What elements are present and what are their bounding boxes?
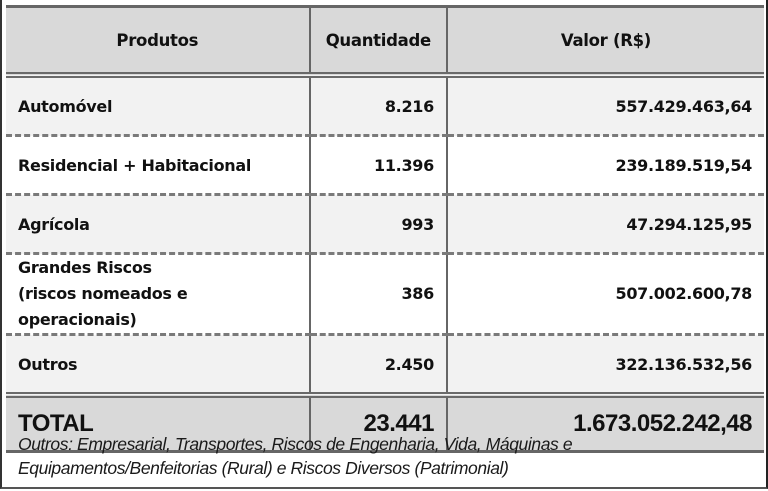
product-cell: Agrícola [6, 194, 310, 255]
table-row-residencial: Residencial + Habitacional 11.396 239.18… [6, 135, 764, 196]
quantity-cell: 2.450 [308, 334, 447, 398]
table-total-row: TOTAL 23.441 1.673.052.242,48 [6, 395, 764, 453]
quantity-cell: 11.396 [308, 135, 447, 196]
value-cell: 507.002.600,78 [445, 253, 764, 336]
product-cell: Grandes Riscos (riscos nomeados e operac… [6, 253, 310, 336]
value-cell: 557.429.463,64 [445, 75, 764, 137]
footnote: Outros: Empresarial, Transportes, Riscos… [18, 432, 758, 480]
value-cell: 47.294.125,95 [445, 194, 764, 255]
product-subtitle: (riscos nomeados e operacionais) [18, 284, 188, 329]
product-cell: Outros [6, 334, 310, 398]
table-row-grandes-riscos: Grandes Riscos (riscos nomeados e operac… [6, 253, 764, 336]
total-quantity: 23.441 [308, 395, 447, 453]
table-row-outros: Outros 2.450 322.136.532,56 [6, 334, 764, 398]
footnote-line-1: Outros: Empresarial, Transportes, Riscos… [18, 434, 573, 454]
header-products: Produtos [6, 5, 310, 78]
table-row-agricola: Agrícola 993 47.294.125,95 [6, 194, 764, 255]
product-name: Grandes Riscos [18, 258, 152, 277]
table-header-row: Produtos Quantidade Valor (R$) [6, 5, 764, 78]
total-label: TOTAL [6, 395, 310, 453]
quantity-cell: 8.216 [308, 75, 447, 137]
footnote-line-2: Equipamentos/Benfeitorias (Rural) e Risc… [18, 458, 509, 478]
header-quantity: Quantidade [308, 5, 447, 78]
table-row-automovel: Automóvel 8.216 557.429.463,64 [6, 75, 764, 137]
product-cell: Residencial + Habitacional [6, 135, 310, 196]
total-value: 1.673.052.242,48 [445, 395, 764, 453]
header-value: Valor (R$) [445, 5, 764, 78]
insurance-products-table: Produtos Quantidade Valor (R$) Automóvel… [6, 5, 764, 453]
quantity-cell: 386 [308, 253, 447, 336]
value-cell: 322.136.532,56 [445, 334, 764, 398]
product-cell: Automóvel [6, 75, 310, 137]
value-cell: 239.189.519,54 [445, 135, 764, 196]
quantity-cell: 993 [308, 194, 447, 255]
